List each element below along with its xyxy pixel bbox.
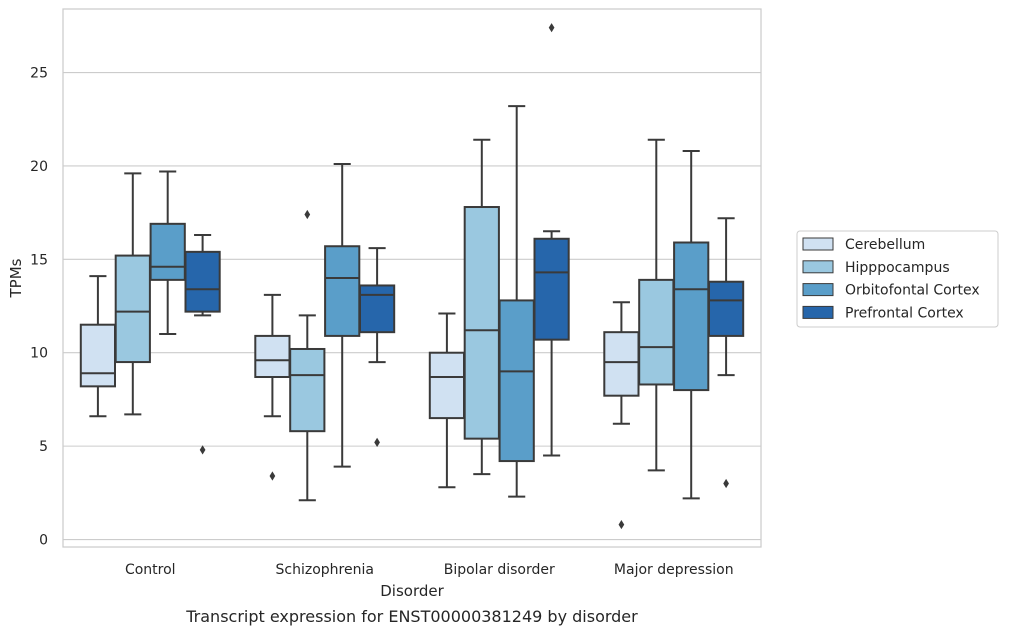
box: [707, 217, 745, 489]
legend-swatch: [802, 237, 834, 251]
y-axis-ticks: 0 5 10 15 20 25: [30, 66, 48, 549]
outlier-point: [374, 437, 380, 447]
chart-caption: Transcript expression for ENST0000038124…: [185, 607, 638, 626]
x-axis-label: Disorder: [380, 582, 444, 600]
y-tick-label: 20: [30, 159, 48, 175]
legend-swatch: [802, 283, 834, 297]
y-tick-label: 0: [39, 533, 48, 549]
x-tick-label: Control: [125, 562, 176, 578]
y-tick-label: 10: [30, 346, 48, 362]
box-body: [184, 250, 221, 313]
box: [533, 23, 570, 457]
outlier-point: [723, 478, 729, 489]
legend-label: Orbitofontal Cortex: [845, 283, 980, 299]
box-body: [498, 299, 535, 463]
x-tick-label: Schizophrenia: [276, 562, 374, 578]
legend-label: Hipppocampus: [845, 260, 950, 276]
y-tick-label: 15: [30, 252, 48, 268]
box-body: [638, 278, 675, 386]
box: [79, 275, 117, 418]
legend-label: Cerebellum: [845, 237, 925, 253]
box: [254, 293, 291, 481]
box-body: [428, 351, 466, 420]
y-tick-label: 5: [39, 439, 48, 455]
box-body: [707, 280, 745, 337]
box-body: [673, 241, 710, 392]
legend: Cerebellum Hipppocampus Orbitofontal Corte…: [796, 230, 999, 328]
legend-swatch: [802, 305, 834, 319]
box-body: [324, 245, 361, 337]
box: [428, 312, 466, 489]
box: [184, 234, 221, 455]
outlier-point: [548, 23, 555, 33]
box-body: [289, 347, 326, 433]
box-body: [254, 334, 291, 379]
box-body: [149, 222, 186, 281]
box: [289, 209, 326, 502]
box-body: [114, 254, 151, 364]
y-tick-label: 25: [30, 66, 48, 82]
box: [638, 138, 675, 472]
box-body: [463, 206, 500, 440]
outlier-point: [304, 209, 311, 220]
box: [149, 170, 186, 336]
outlier-point: [269, 471, 276, 481]
box: [673, 149, 710, 500]
x-axis-ticks: Control Schizophrenia Bipolar disorder Majo…: [125, 562, 734, 578]
box: [463, 138, 500, 476]
plot-frame: [62, 8, 762, 548]
x-tick-label: Major depression: [614, 562, 734, 578]
boxes: [79, 23, 745, 530]
box-body: [358, 284, 396, 334]
outlier-point: [618, 519, 625, 530]
legend-label: Prefrontal Cortex: [845, 305, 964, 321]
box: [114, 172, 151, 416]
box: [498, 105, 535, 498]
legend-swatch: [802, 260, 834, 274]
box-body: [79, 323, 117, 388]
x-tick-label: Bipolar disorder: [444, 562, 555, 578]
outlier-point: [199, 445, 206, 455]
box: [358, 247, 396, 447]
y-axis-label: TPMs: [7, 258, 25, 298]
box: [324, 163, 361, 468]
box-body: [533, 237, 570, 341]
box-body: [603, 331, 640, 397]
box: [603, 301, 640, 530]
legend-frame: [796, 230, 999, 328]
